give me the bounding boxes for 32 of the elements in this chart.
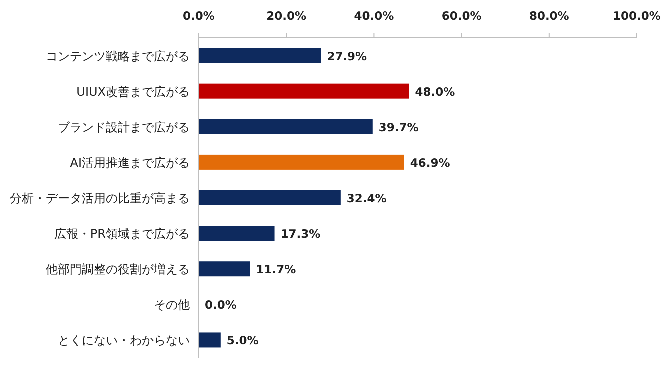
x-tick-label: 60.0% (442, 9, 482, 23)
bar (199, 119, 373, 134)
data-label: 27.9% (327, 49, 368, 64)
y-tick-label: AI活用推進まで広がる (70, 156, 190, 170)
bar (199, 190, 341, 206)
bar (199, 48, 322, 64)
y-tick-label: コンテンツ戦略まで広がる (46, 49, 190, 64)
data-label: 48.0% (415, 84, 456, 99)
x-tick-label: 80.0% (529, 9, 570, 23)
bar (199, 226, 275, 242)
x-tick-label: 0.0% (183, 9, 216, 23)
data-label: 17.3% (280, 227, 322, 242)
data-label: 46.9% (410, 156, 451, 170)
bar (199, 154, 404, 170)
x-tick-label: 40.0% (354, 9, 395, 23)
y-tick-label: UIUX改善まで広がる (76, 84, 190, 99)
bar (199, 84, 410, 99)
y-tick-label: ブランド設計まで広がる (58, 120, 190, 134)
y-tick-label: 分析・データ活用の比重が高まる (10, 192, 190, 206)
y-tick-label: 他部門調整の役割が増える (46, 262, 190, 277)
y-tick-label: とくにない・わからない (58, 334, 190, 348)
data-label: 0.0% (205, 298, 238, 312)
data-label: 11.7% (256, 262, 297, 277)
y-tick-label: その他 (154, 298, 190, 312)
bar (199, 262, 250, 277)
y-tick-label: 広報・PR領域まで広がる (54, 227, 190, 242)
data-label: 5.0% (226, 334, 260, 348)
bar (199, 332, 221, 348)
data-label: 32.4% (346, 192, 388, 206)
x-tick-label: 20.0% (266, 9, 308, 23)
x-tick-label: 100.0% (613, 9, 662, 23)
data-label: 39.7% (378, 120, 420, 134)
